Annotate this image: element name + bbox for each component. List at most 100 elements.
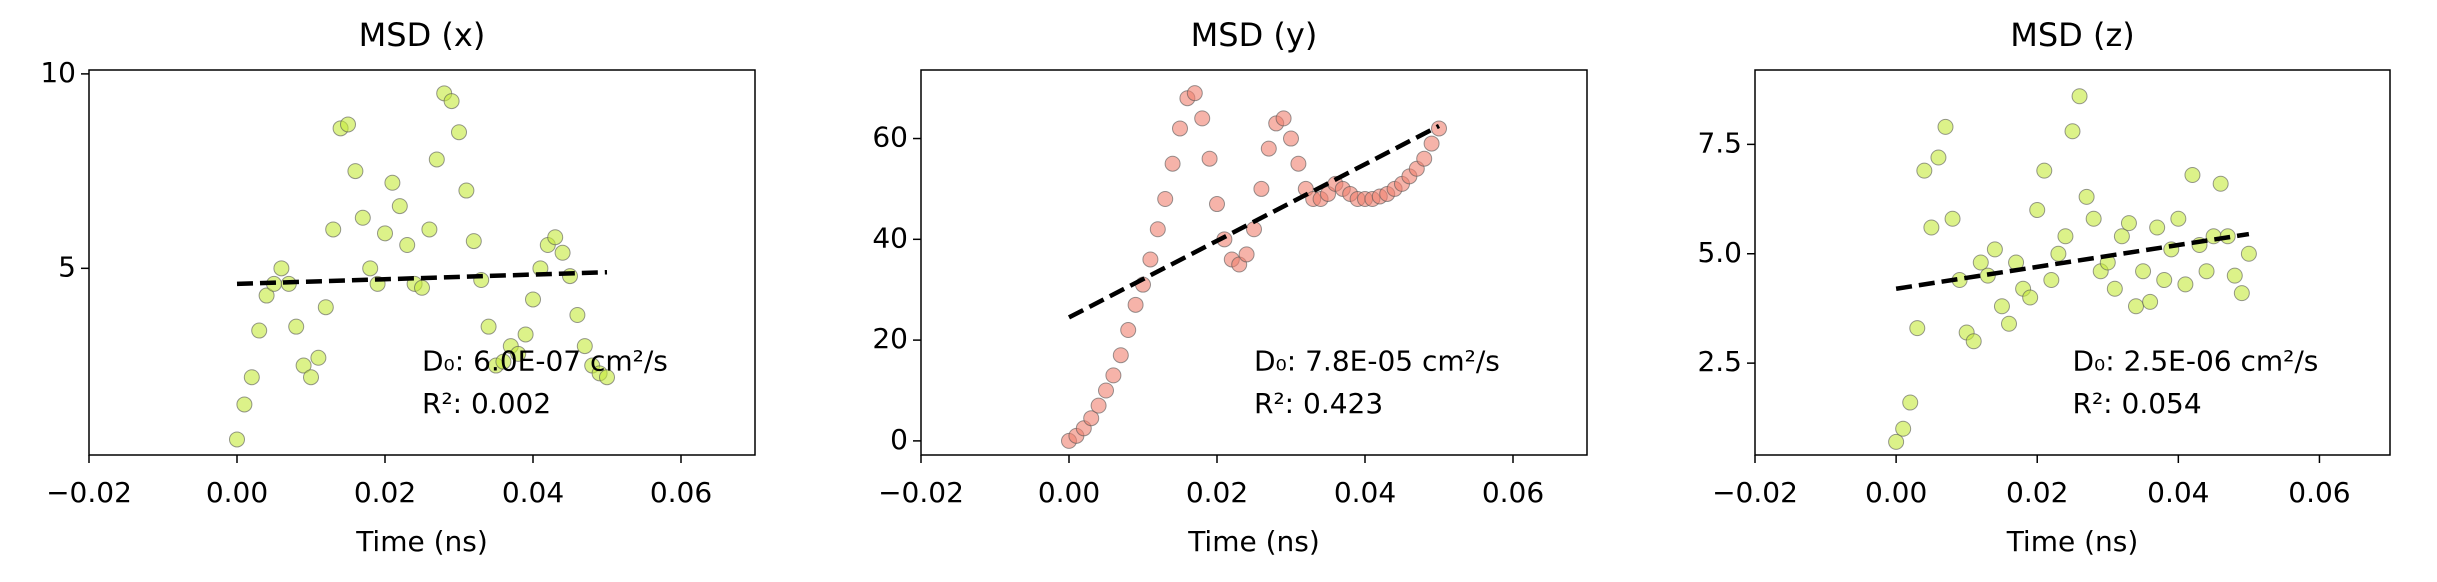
data-point xyxy=(325,221,342,238)
data-point xyxy=(2142,293,2159,310)
data-point xyxy=(1090,397,1107,414)
x-tick-label: 0.02 xyxy=(1186,476,1248,509)
x-tick-label: 0.00 xyxy=(206,476,268,509)
data-point xyxy=(1253,180,1270,197)
data-point xyxy=(2071,88,2088,105)
data-point xyxy=(229,431,245,448)
data-point xyxy=(2177,276,2194,293)
y-tick-label: 7.5 xyxy=(1697,126,1742,159)
data-point xyxy=(421,221,438,238)
data-point xyxy=(510,345,527,362)
data-point xyxy=(1283,130,1299,147)
data-point xyxy=(480,318,497,335)
annotation: R²: 0.423 xyxy=(1254,387,1383,420)
data-point xyxy=(273,260,290,277)
x-tick-label: 0.06 xyxy=(1482,476,1544,509)
annotation: D₀: 2.5E-06 cm²/s xyxy=(2073,345,2319,378)
data-point xyxy=(554,244,571,261)
data-point xyxy=(1290,155,1307,172)
fit-line xyxy=(236,269,608,287)
subplot-title: MSD (y) xyxy=(1191,16,1318,54)
y-tick-label: 0 xyxy=(890,423,908,456)
axes-frame xyxy=(1754,69,2391,456)
data-point xyxy=(1194,110,1211,127)
data-point xyxy=(1902,394,1919,411)
data-point xyxy=(2170,210,2187,227)
data-point xyxy=(576,338,593,355)
annotation: R²: 0.054 xyxy=(2073,387,2202,420)
y-tick-label: 5.0 xyxy=(1697,236,1742,269)
data-point xyxy=(1275,110,1292,127)
data-point xyxy=(525,291,541,308)
data-point xyxy=(2057,228,2074,245)
data-point xyxy=(2022,289,2039,306)
data-point xyxy=(1201,150,1218,167)
data-point xyxy=(1112,347,1129,364)
data-point xyxy=(414,279,430,296)
y-tick-label: 60 xyxy=(872,121,908,154)
x-tick-label: −0.02 xyxy=(878,476,964,509)
x-tick-label: 0.06 xyxy=(650,476,712,509)
data-point xyxy=(1209,196,1225,213)
data-point xyxy=(1157,191,1174,208)
data-point xyxy=(2036,162,2053,179)
y-tick-label: 5 xyxy=(58,250,76,283)
data-point xyxy=(569,307,586,323)
data-point xyxy=(1923,219,1940,236)
x-tick-label: 0.00 xyxy=(1038,476,1100,509)
axes-frame xyxy=(88,69,756,456)
data-point xyxy=(1083,410,1100,427)
data-point xyxy=(599,369,615,386)
data-point xyxy=(258,287,275,304)
data-point xyxy=(2149,219,2166,236)
data-point xyxy=(1120,322,1137,339)
data-point xyxy=(1944,210,1961,227)
data-point xyxy=(465,233,482,250)
data-point xyxy=(1423,135,1440,152)
x-axis-label: Time (ns) xyxy=(355,525,488,558)
y-tick-label: 10 xyxy=(40,56,76,89)
x-tick-label: −0.02 xyxy=(46,476,132,509)
x-tick-label: 0.02 xyxy=(2006,476,2068,509)
data-point xyxy=(1930,149,1947,166)
data-point xyxy=(2198,263,2215,280)
annotation: R²: 0.002 xyxy=(422,387,551,420)
fit-line xyxy=(1067,123,1441,320)
data-point xyxy=(1965,333,1982,350)
data-point xyxy=(1127,296,1144,313)
data-point xyxy=(1260,140,1277,157)
data-point xyxy=(2001,315,2017,332)
data-point xyxy=(1416,150,1433,167)
data-point xyxy=(399,237,416,253)
data-point xyxy=(2240,245,2257,262)
subplot-title: MSD (z) xyxy=(2010,16,2135,54)
data-point xyxy=(428,151,445,168)
data-point xyxy=(2078,188,2095,205)
data-point xyxy=(391,198,408,215)
data-point xyxy=(2233,285,2250,302)
data-point xyxy=(2050,245,2067,262)
data-point xyxy=(1164,155,1181,172)
annotation: D₀: 6.0E-07 cm²/s xyxy=(422,345,668,378)
y-tick-label: 40 xyxy=(872,221,908,254)
data-point xyxy=(2156,272,2173,288)
data-point xyxy=(2184,167,2201,183)
data-point xyxy=(362,260,379,277)
data-point xyxy=(1895,420,1912,437)
data-point xyxy=(2106,280,2123,297)
x-tick-label: 0.04 xyxy=(2147,476,2209,509)
x-axis-label: Time (ns) xyxy=(1187,525,1320,558)
data-point xyxy=(1972,254,1989,271)
data-point xyxy=(443,93,460,110)
x-axis-label: Time (ns) xyxy=(2006,525,2139,558)
data-point xyxy=(310,349,327,366)
fit-line xyxy=(1895,231,2250,291)
data-point xyxy=(236,396,253,413)
data-point xyxy=(2226,267,2243,284)
data-point xyxy=(1916,162,1933,179)
data-point xyxy=(303,369,319,386)
data-point xyxy=(317,299,334,316)
x-tick-label: 0.00 xyxy=(1865,476,1927,509)
data-point xyxy=(354,209,371,226)
